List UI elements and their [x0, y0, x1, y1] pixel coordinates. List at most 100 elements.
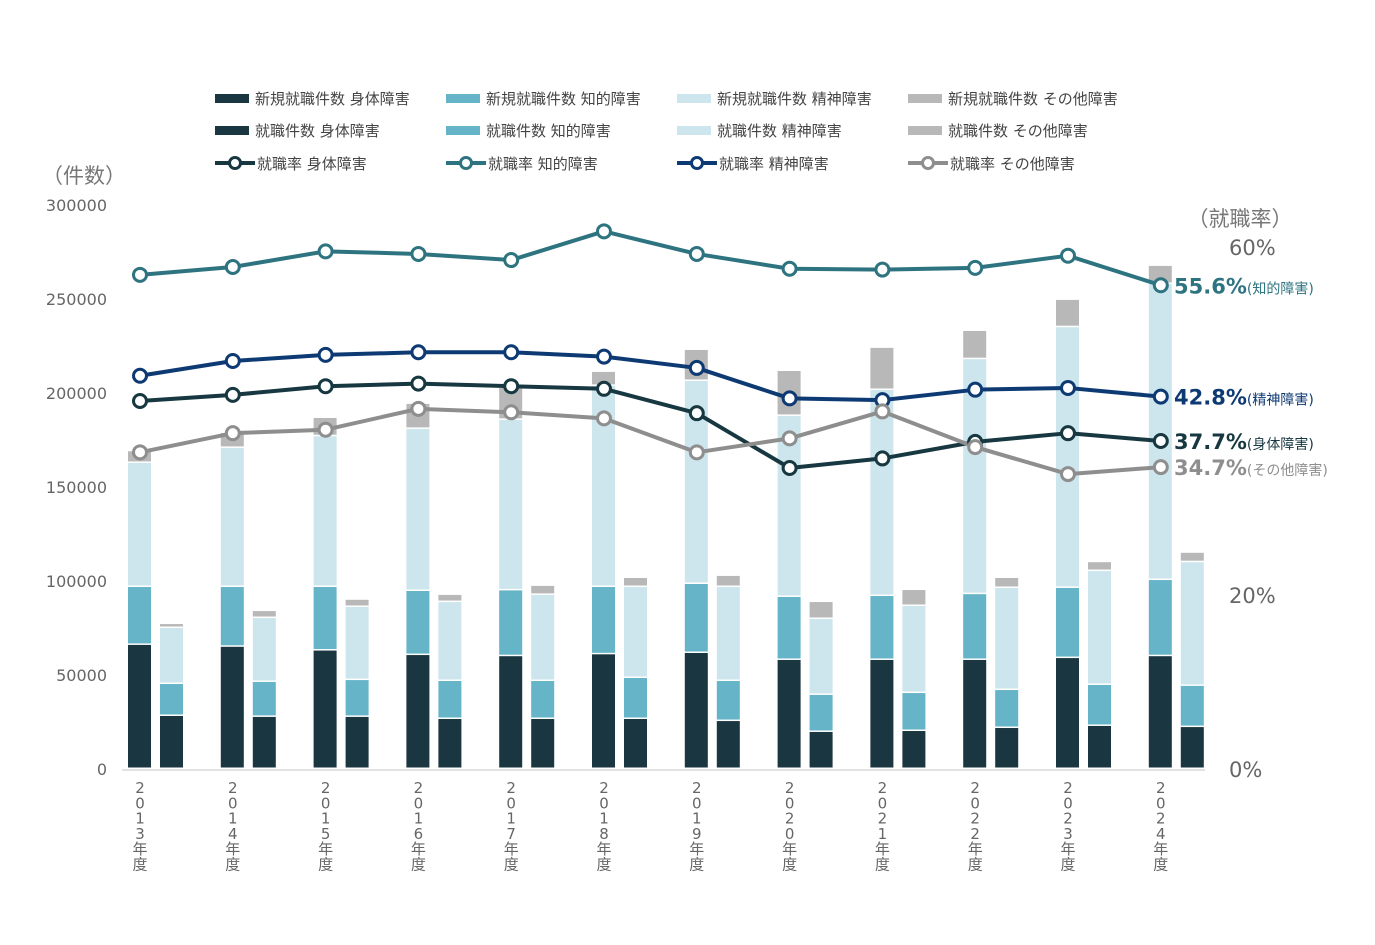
legend-swatch-bar [446, 93, 480, 103]
rate-marker [503, 378, 520, 395]
rate-marker [781, 390, 798, 407]
bar-segment [592, 385, 615, 586]
x-tick-label: 1 [506, 810, 516, 828]
bar-segment [160, 624, 183, 627]
legend-marker-icon [921, 156, 935, 171]
bar-segment [1180, 552, 1204, 561]
bar-segment [438, 718, 462, 768]
bar-segment [531, 585, 555, 594]
legend-item: 就職率 知的障害 [446, 153, 677, 174]
left-axis-tick-label: 200000 [46, 384, 107, 403]
x-tick-label: 0 [414, 794, 424, 812]
x-tick-label: 2 [228, 779, 238, 797]
x-tick-label: 7 [506, 825, 516, 843]
rate-marker [503, 404, 520, 421]
rate-end-label: 55.6%(知的障害) [1174, 274, 1314, 298]
bar-segment [902, 590, 926, 605]
legend-swatch-line [215, 156, 255, 171]
rate-end-label-category: (その他障害) [1247, 463, 1328, 479]
x-tick-label: 年 [596, 840, 611, 858]
bar-segment [963, 594, 987, 659]
x-tick-label: 2 [135, 779, 145, 797]
legend-swatch-bar [215, 93, 249, 103]
bar-segment [716, 721, 740, 768]
legend-label: 就職率 知的障害 [488, 154, 598, 173]
bar-segment [809, 731, 833, 768]
rate-marker [224, 352, 241, 369]
x-tick-label: 2 [878, 810, 888, 828]
legend-item: 新規就職件数 身体障害 [215, 88, 446, 109]
legend-item: 就職件数 身体障害 [215, 120, 446, 141]
legend: 新規就職件数 身体障害 新規就職件数 知的障害 新規就職件数 精神障害 新規就職件数 … [215, 82, 1175, 180]
legend-label: 就職率 身体障害 [257, 154, 367, 173]
bar-segment [1148, 265, 1172, 283]
bar-segment [777, 659, 801, 768]
x-tick-label: 度 [596, 856, 611, 874]
rate-marker [967, 259, 984, 276]
legend-label: 就職件数 知的障害 [486, 122, 611, 141]
rate-end-label: 37.7%(身体障害) [1174, 430, 1314, 454]
bar-segment [531, 718, 555, 768]
x-tick-label: 2 [1156, 779, 1166, 797]
bar-segment [345, 680, 369, 716]
x-tick-label: 4 [228, 825, 238, 843]
bar-segment [995, 728, 1019, 768]
bar-segment [1088, 571, 1111, 684]
rate-marker [503, 344, 520, 361]
x-tick-label: 2 [970, 825, 980, 843]
rate-marker [224, 386, 241, 403]
x-tick-label: 3 [1063, 825, 1073, 843]
x-tick-label: 度 [225, 856, 240, 874]
rate-marker [410, 400, 427, 417]
bar-segment [499, 419, 523, 589]
bar-segment [1148, 580, 1172, 655]
x-tick-label: 年 [968, 840, 983, 858]
x-tick-label: 2 [599, 779, 609, 797]
x-tick-label: 1 [414, 810, 424, 828]
x-tick-label: 0 [692, 794, 702, 812]
legend-label: 就職件数 その他障害 [948, 122, 1088, 141]
x-tick-label: 0 [599, 794, 609, 812]
bar-segment [220, 447, 244, 586]
rate-line [139, 406, 1161, 477]
bar-segment [1180, 727, 1204, 768]
legend-label: 就職率 精神障害 [719, 154, 829, 173]
rate-marker [596, 380, 612, 397]
bar-segment [902, 606, 926, 692]
x-tick-label: 年 [318, 840, 333, 858]
rate-marker [874, 450, 891, 467]
left-axis-title: （件数） [42, 164, 126, 188]
bar-segment [531, 594, 555, 680]
rate-marker [967, 439, 984, 456]
bar-segment [870, 389, 894, 595]
bar-segment [592, 371, 615, 385]
bar-segment [684, 584, 708, 652]
legend-swatch-line [908, 156, 948, 171]
x-tick-label: 2 [1063, 779, 1073, 797]
legend-item: 新規就職件数 その他障害 [908, 88, 1139, 109]
bar-segment [1180, 562, 1204, 685]
rate-marker [874, 261, 891, 278]
bar-segment [624, 718, 647, 768]
x-tick-label: 1 [692, 810, 702, 828]
bar-segment [406, 590, 430, 654]
bar-segment [1148, 283, 1172, 579]
x-tick-label: 年 [875, 840, 890, 858]
bar-segment [684, 653, 708, 768]
bar-segment [220, 587, 244, 646]
x-tick-label: 1 [878, 825, 888, 843]
x-tick-label: 年 [1060, 840, 1075, 858]
rate-end-label: 34.7%(その他障害) [1174, 456, 1328, 480]
left-axis-tick-label: 250000 [46, 290, 107, 309]
rate-marker [410, 375, 427, 392]
right-axis-tick-label: 20% [1229, 584, 1276, 608]
bar-segment [870, 659, 894, 768]
x-tick-label: 2 [970, 810, 980, 828]
rate-marker [317, 346, 334, 363]
x-tick-label: 年 [689, 840, 704, 858]
rate-marker [317, 421, 334, 438]
rate-marker [132, 367, 148, 384]
legend-row: 新規就職件数 身体障害 新規就職件数 知的障害 新規就職件数 精神障害 新規就職件数 … [215, 82, 1175, 115]
bar-segment [220, 646, 244, 768]
bar-segment [313, 587, 337, 650]
